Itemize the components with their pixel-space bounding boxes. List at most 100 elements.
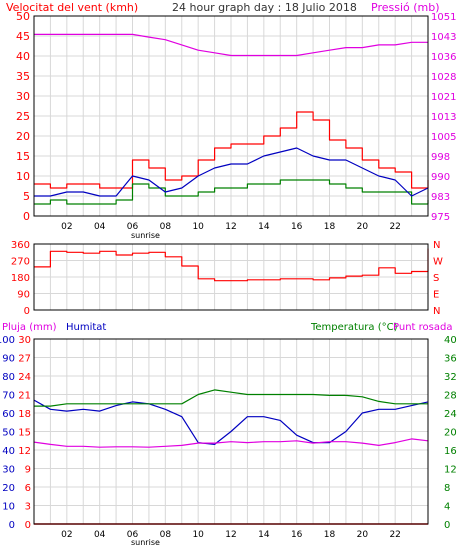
top-hour-label: 22 [389, 222, 400, 232]
wind-axis-tick-label: 15 [16, 150, 30, 163]
bottom-hour-label: 04 [94, 530, 106, 540]
top-hour-label: 12 [225, 222, 236, 232]
bottom-sunrise-label: sunrise [131, 538, 160, 547]
humidity-axis-tick-label: 80 [2, 372, 15, 383]
pressure-axis-tick-label: 1051 [431, 12, 456, 23]
mid-frame [33, 243, 429, 311]
humidity-axis-tick-label: 50 [2, 428, 15, 439]
wind-axis-tick-label: 35 [16, 70, 30, 83]
humidity-axis-tick-label: 40 [2, 446, 15, 457]
humidity-axis-tick-label: 100 [0, 335, 15, 346]
temperature-axis-tick-label: 40 [444, 335, 457, 346]
bottom-hour-label: 10 [192, 530, 204, 540]
temperature-axis-tick-label: 28 [444, 391, 457, 402]
temperature-axis-tick-label: 36 [444, 354, 457, 365]
temperature-axis-tick-label: 32 [444, 372, 457, 383]
humidity-line [33, 399, 429, 445]
pressure-axis-tick-label: 1028 [431, 72, 456, 83]
bottom-hour-label: 08 [160, 530, 172, 540]
wind-axis-tick-label: 10 [16, 170, 30, 183]
temperature-axis-tick-label: 20 [444, 428, 457, 439]
bottom-hour-label: 22 [389, 530, 400, 540]
pressure-axis-tick-label: 998 [431, 152, 450, 163]
wind-axis-tick-label: 20 [16, 130, 30, 143]
direction-axis-tick-label: 0 [24, 306, 30, 317]
dewpoint-line [33, 438, 429, 448]
humidity-title: Humitat [66, 322, 106, 333]
pressure-axis-tick-label: 1036 [431, 52, 456, 63]
pressure-line [34, 33, 428, 57]
wind-axis-tick-label: 25 [16, 110, 30, 123]
compass-axis-tick-label: N [433, 240, 440, 251]
bottom-frame [33, 338, 429, 525]
wind-axis-tick-label: 5 [23, 190, 30, 203]
humidity-axis-tick-label: 20 [2, 483, 15, 494]
temperature-axis-tick-label: 12 [444, 465, 457, 476]
wind-avg-line [34, 147, 429, 197]
wind-axis-tick-label: 50 [16, 10, 30, 23]
wind-title: Velocitat del vent (kmh) [6, 1, 138, 14]
top-hour-label: 20 [357, 222, 369, 232]
temperature-line [34, 389, 428, 407]
rain-axis-tick-label: 18 [18, 409, 31, 420]
wind-low-line [34, 179, 429, 205]
humidity-axis-tick-label: 30 [2, 465, 15, 476]
temperature-title: Temperatura (°C) [310, 322, 398, 333]
rain-axis-tick-label: 0 [25, 520, 31, 531]
pressure-axis-tick-label: 1043 [431, 32, 456, 43]
top-frame [33, 15, 429, 217]
bottom-hour-label: 12 [225, 530, 236, 540]
humidity-axis-tick-label: 10 [2, 502, 15, 513]
axis-labels: 5045403530252015105010511043103610281021… [0, 10, 457, 540]
pressure-axis-tick-label: 983 [431, 192, 450, 203]
rain-axis-tick-label: 12 [18, 446, 31, 457]
rain-axis-tick-label: 6 [25, 483, 31, 494]
rain-title: Pluja (mm) [2, 322, 57, 333]
rain-axis-tick-label: 9 [25, 465, 31, 476]
pressure-axis-tick-label: 1021 [431, 92, 456, 103]
bottom-hour-label: 20 [357, 530, 369, 540]
humidity-axis-tick-label: 0 [9, 520, 15, 531]
compass-axis-tick-label: N [433, 306, 440, 317]
wind-axis-tick-label: 45 [16, 30, 30, 43]
rain-axis-tick-label: 21 [18, 391, 31, 402]
wind-axis-tick-label: 0 [23, 210, 30, 223]
temperature-axis-tick-label: 0 [444, 520, 450, 531]
dewpoint-title: Punt rosada [393, 322, 452, 333]
pressure-axis-tick-label: 1005 [431, 132, 456, 143]
humidity-axis-tick-label: 60 [2, 409, 15, 420]
temperature-axis-tick-label: 24 [444, 409, 457, 420]
top-hour-label: 02 [61, 222, 72, 232]
wind-speed-line [34, 111, 429, 189]
top-hour-label: 16 [291, 222, 303, 232]
bottom-hour-label: 14 [258, 530, 270, 540]
graph-title: 24 hour graph day : 18 Julio 2018 [172, 1, 357, 14]
bottom-hour-label: 16 [291, 530, 303, 540]
wind-axis-tick-label: 40 [16, 50, 30, 63]
humidity-axis-tick-label: 90 [2, 354, 15, 365]
wind-direction-line [34, 248, 429, 282]
top-hour-label: 18 [324, 222, 336, 232]
temperature-axis-tick-label: 16 [444, 446, 457, 457]
direction-axis-tick-label: 270 [11, 257, 30, 268]
compass-axis-tick-label: S [433, 273, 439, 284]
top-hour-label: 10 [192, 222, 204, 232]
compass-axis-tick-label: W [433, 257, 443, 268]
rain-axis-tick-label: 3 [25, 502, 31, 513]
humidity-axis-tick-label: 70 [2, 391, 15, 402]
pressure-axis-tick-label: 1013 [431, 112, 456, 123]
temperature-axis-tick-label: 4 [444, 502, 450, 513]
rain-axis-tick-label: 27 [18, 354, 31, 365]
direction-axis-tick-label: 90 [17, 290, 30, 301]
compass-axis-tick-label: E [433, 290, 439, 301]
temperature-axis-tick-label: 8 [444, 483, 450, 494]
grid-lines [34, 16, 428, 524]
direction-axis-tick-label: 180 [11, 273, 30, 284]
bottom-hour-label: 02 [61, 530, 72, 540]
bottom-hour-label: 18 [324, 530, 336, 540]
top-hour-label: 04 [94, 222, 106, 232]
pressure-axis-tick-label: 990 [431, 172, 450, 183]
rain-axis-tick-label: 15 [18, 428, 31, 439]
